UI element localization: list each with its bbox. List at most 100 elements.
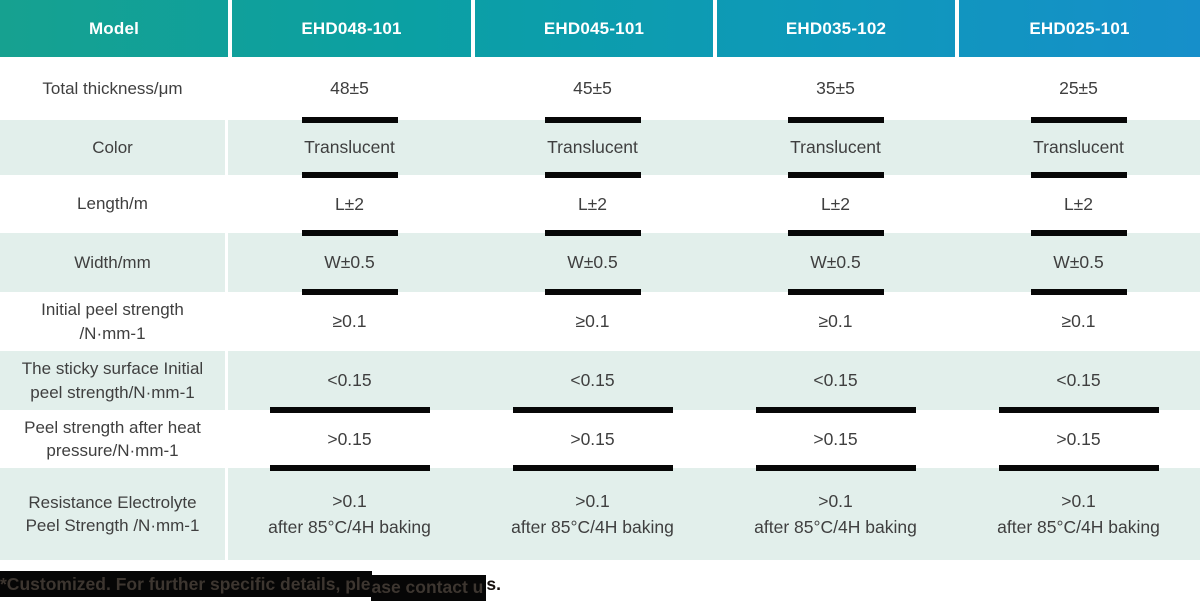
row-label-line: Initial peel strength [41, 300, 184, 320]
row-label-line: The sticky surface Initial [21, 359, 204, 379]
spec-value-line: ≥0.1 [332, 311, 367, 332]
spec-value-line: <0.15 [570, 370, 615, 391]
spec-value-line: W±0.5 [810, 252, 861, 273]
spec-value-line: >0.1 [332, 490, 367, 511]
spec-value-cell: <0.15 [714, 351, 957, 410]
table-row: Initial peel strength/N·mm-1 ≥0.1 ≥0.1 ≥0.1… [0, 292, 1200, 351]
spec-value-cell: ≥0.1 [714, 292, 957, 351]
spec-value-line: ≥0.1 [818, 311, 853, 332]
row-label: Resistance Electrolyte Peel Strength /N·m… [0, 468, 228, 560]
spec-value-line: 35±5 [816, 78, 855, 99]
spec-value-line: L±2 [820, 193, 851, 214]
table-row: Resistance Electrolyte Peel Strength /N·m… [0, 468, 1200, 560]
spec-value-cell: L±2 [957, 175, 1200, 233]
spec-value-line: W±0.5 [324, 252, 375, 273]
spec-value-cell: 25±5 [957, 57, 1200, 120]
spec-value-cell: W±0.5 [714, 233, 957, 292]
spec-value-cell: W±0.5 [228, 233, 471, 292]
table-row: Width/mm W±0.5 W±0.5 W±0.5 W±0.5 [0, 233, 1200, 292]
spec-value-cell: L±2 [714, 175, 957, 233]
spec-value-line: >0.15 [570, 428, 615, 449]
spec-value-line: <0.15 [813, 370, 858, 391]
spec-value-line: >0.1 [1061, 490, 1096, 511]
spec-value-line: W±0.5 [567, 252, 618, 273]
spec-value-line: >0.1 [818, 490, 853, 511]
spec-value-cell: Translucent [228, 120, 471, 175]
spec-value-line: after 85°C/4H baking [511, 517, 674, 537]
row-label-line: Width/mm [74, 252, 151, 272]
table-body: Total thickness/μm 48±5 45±5 35±5 25±5 Color T… [0, 57, 1200, 560]
table-row: The sticky surface Initial peel strength/… [0, 351, 1200, 410]
spec-value-cell: <0.15 [471, 351, 714, 410]
spec-value-cell: >0.1 after 85°C/4H baking [957, 468, 1200, 560]
header-cell-model: Model [0, 0, 232, 57]
spec-value-line: L±2 [577, 193, 608, 214]
spec-value-cell: >0.1 after 85°C/4H baking [228, 468, 471, 560]
spec-value-line: L±2 [1063, 193, 1094, 214]
spec-value-cell: L±2 [228, 175, 471, 233]
footnote: *Customized. For further specific detail… [0, 571, 1200, 601]
spec-value-line: >0.15 [327, 428, 372, 449]
footnote-highlighted-text-2: ase contact u [370, 575, 487, 601]
spec-value-cell: 45±5 [471, 57, 714, 120]
row-label-line: Total thickness/μm [42, 78, 183, 98]
row-label: Total thickness/μm [0, 57, 228, 120]
spec-value-cell: 35±5 [714, 57, 957, 120]
row-label-line: peel strength/N·mm-1 [30, 382, 195, 402]
spec-value-cell: Translucent [471, 120, 714, 175]
spec-value-cell: >0.15 [228, 410, 471, 468]
footnote-tail-text: s. [486, 574, 501, 594]
spec-value-cell: Translucent [714, 120, 957, 175]
spec-value-cell: <0.15 [957, 351, 1200, 410]
spec-value-line: >0.15 [1056, 428, 1101, 449]
spec-value-cell: <0.15 [228, 351, 471, 410]
header-cell-model-4: EHD025-101 [1029, 18, 1130, 38]
spec-value-cell: ≥0.1 [228, 292, 471, 351]
spec-value-cell: >0.15 [714, 410, 957, 468]
spec-value-line: ≥0.1 [1061, 311, 1096, 332]
spec-value-cell: Translucent [957, 120, 1200, 175]
spec-value-line: Translucent [790, 137, 881, 158]
spec-value-cell: ≥0.1 [957, 292, 1200, 351]
row-label: Width/mm [0, 233, 228, 292]
row-label-line: Color [92, 137, 133, 157]
spec-value-cell: >0.15 [957, 410, 1200, 468]
spec-value-line: W±0.5 [1053, 252, 1104, 273]
spec-value-line: Translucent [304, 137, 395, 158]
spec-value-line: after 85°C/4H baking [997, 517, 1160, 537]
row-label: Peel strength after heat pressure/N·mm-1 [0, 410, 228, 468]
row-label: The sticky surface Initial peel strength/… [0, 351, 228, 410]
row-label: Length/m [0, 175, 228, 233]
header-cell-model-2: EHD045-101 [475, 0, 717, 57]
spec-value-line: after 85°C/4H baking [754, 517, 917, 537]
row-label-line: Length/m [77, 194, 148, 214]
row-label-line: pressure/N·mm-1 [46, 441, 179, 460]
spec-value-line: 48±5 [330, 78, 369, 99]
spec-value-line: <0.15 [327, 370, 372, 391]
spec-value-line: >0.15 [813, 428, 858, 449]
spec-value-line: >0.1 [575, 490, 610, 511]
spec-value-line: Translucent [547, 137, 638, 158]
spec-value-cell: >0.15 [471, 410, 714, 468]
spec-value-line: L±2 [334, 193, 365, 214]
table-row: Peel strength after heat pressure/N·mm-1 >… [0, 410, 1200, 468]
row-label-line: Peel Strength /N·mm-1 [25, 516, 200, 535]
row-label-line: Resistance Electrolyte [28, 492, 197, 512]
spec-value-line: ≥0.1 [575, 311, 610, 332]
spec-value-cell: 48±5 [228, 57, 471, 120]
table-row: Length/m L±2 L±2 L±2 L±2 [0, 175, 1200, 233]
header-cell-model-1: EHD048-101 [232, 0, 475, 57]
table-row: Total thickness/μm 48±5 45±5 35±5 25±5 [0, 57, 1200, 120]
spec-value-cell: >0.1 after 85°C/4H baking [714, 468, 957, 560]
row-label: Color [0, 120, 228, 175]
spec-value-cell: >0.1 after 85°C/4H baking [471, 468, 714, 560]
spec-value-cell: L±2 [471, 175, 714, 233]
table-row: Color Translucent Translucent Translucent Tr… [0, 120, 1200, 175]
spec-value-cell: W±0.5 [471, 233, 714, 292]
spec-value-line: 45±5 [573, 78, 612, 99]
spec-value-line: after 85°C/4H baking [268, 517, 431, 537]
row-label: Initial peel strength/N·mm-1 [0, 292, 228, 351]
header-cell-model-3: EHD035-102 [717, 0, 959, 57]
spec-value-line: Translucent [1033, 137, 1124, 158]
